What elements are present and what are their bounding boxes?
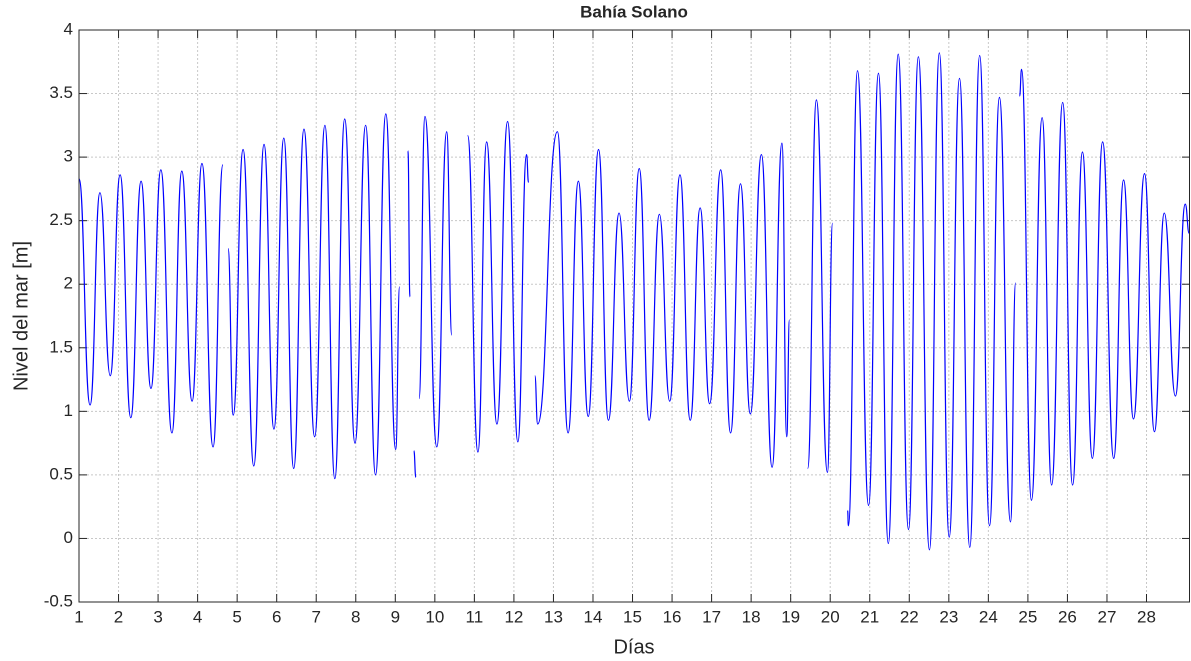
y-tick-label: 2.5: [49, 210, 73, 229]
y-tick-label: 4: [64, 19, 73, 38]
x-tick-label: 20: [821, 607, 840, 626]
y-tick-label: 1: [64, 401, 73, 420]
data-line: [78, 52, 1190, 551]
x-tick-label: 9: [391, 607, 400, 626]
y-tick-label: 2: [64, 274, 73, 293]
plot-frame: [78, 29, 1190, 603]
x-tick-label: 28: [1137, 607, 1156, 626]
x-tick-label: 19: [781, 607, 800, 626]
x-tick-label: 5: [232, 607, 241, 626]
x-tick-label: 13: [544, 607, 563, 626]
x-tick-label: 23: [939, 607, 958, 626]
y-tick-label: -0.5: [44, 591, 73, 610]
x-tick-label: 12: [504, 607, 523, 626]
x-tick-label: 16: [663, 607, 682, 626]
x-tick-label: 8: [351, 607, 360, 626]
x-tick-label: 26: [1058, 607, 1077, 626]
x-tick-label: 2: [114, 607, 123, 626]
x-tick-label: 15: [623, 607, 642, 626]
x-tick-label: 6: [272, 607, 281, 626]
x-tick-label: 17: [702, 607, 721, 626]
x-tick-label: 1: [74, 607, 83, 626]
x-tick-label: 18: [742, 607, 761, 626]
x-tick-label: 4: [193, 607, 202, 626]
x-tick-label: 11: [466, 607, 484, 626]
y-tick-label: 3.5: [49, 83, 73, 102]
x-tick-label: 24: [979, 607, 998, 626]
y-tick-label: 3: [64, 147, 73, 166]
y-tick-label: 0: [64, 528, 73, 547]
y-tick-label: 1.5: [49, 337, 73, 356]
y-axis-label: Nivel del mar [m]: [10, 241, 32, 391]
x-tick-label: 21: [860, 607, 879, 626]
x-axis-label: Días: [613, 636, 654, 658]
chart-title: Bahía Solano: [580, 2, 688, 21]
x-tick-label: 27: [1098, 607, 1117, 626]
x-tick-label: 10: [425, 607, 444, 626]
x-tick-label: 7: [311, 607, 320, 626]
y-tick-label: 0.5: [49, 464, 73, 483]
x-tick-label: 3: [153, 607, 162, 626]
x-tick-label: 14: [584, 607, 603, 626]
x-tick-label: 22: [900, 607, 919, 626]
x-tick-label: 25: [1018, 607, 1037, 626]
